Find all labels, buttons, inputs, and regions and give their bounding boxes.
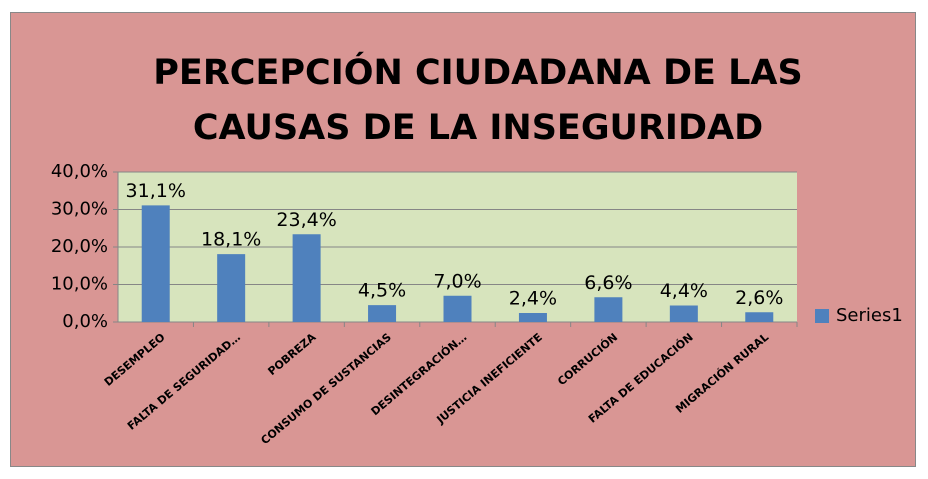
data-label: 4,5%	[358, 280, 406, 302]
y-tick-label: 40,0%	[51, 161, 108, 182]
data-label: 31,1%	[126, 180, 186, 202]
data-label: 18,1%	[201, 229, 261, 251]
chart-title: CAUSAS DE LA INSEGURIDAD	[193, 108, 763, 148]
data-label: 2,4%	[509, 288, 557, 310]
bar	[669, 305, 698, 322]
chart-title: PERCEPCIÓN CIUDADANA DE LAS	[153, 51, 802, 93]
data-label: 23,4%	[276, 209, 336, 231]
legend-swatch	[815, 309, 829, 323]
bar	[745, 312, 774, 322]
bar	[443, 295, 472, 322]
y-tick-label: 30,0%	[51, 199, 108, 220]
y-tick-label: 10,0%	[51, 274, 108, 295]
bar	[518, 313, 547, 322]
data-label: 7,0%	[433, 270, 481, 292]
data-label: 6,6%	[584, 272, 632, 294]
bar	[292, 234, 321, 322]
bar	[217, 254, 246, 322]
y-tick-label: 0,0%	[62, 311, 108, 332]
bar	[594, 297, 623, 322]
bar	[368, 305, 397, 322]
data-label: 4,4%	[660, 280, 708, 302]
data-label: 2,6%	[735, 287, 783, 309]
legend-label: Series1	[836, 305, 903, 326]
y-tick-label: 20,0%	[51, 236, 108, 257]
bar	[141, 205, 170, 322]
